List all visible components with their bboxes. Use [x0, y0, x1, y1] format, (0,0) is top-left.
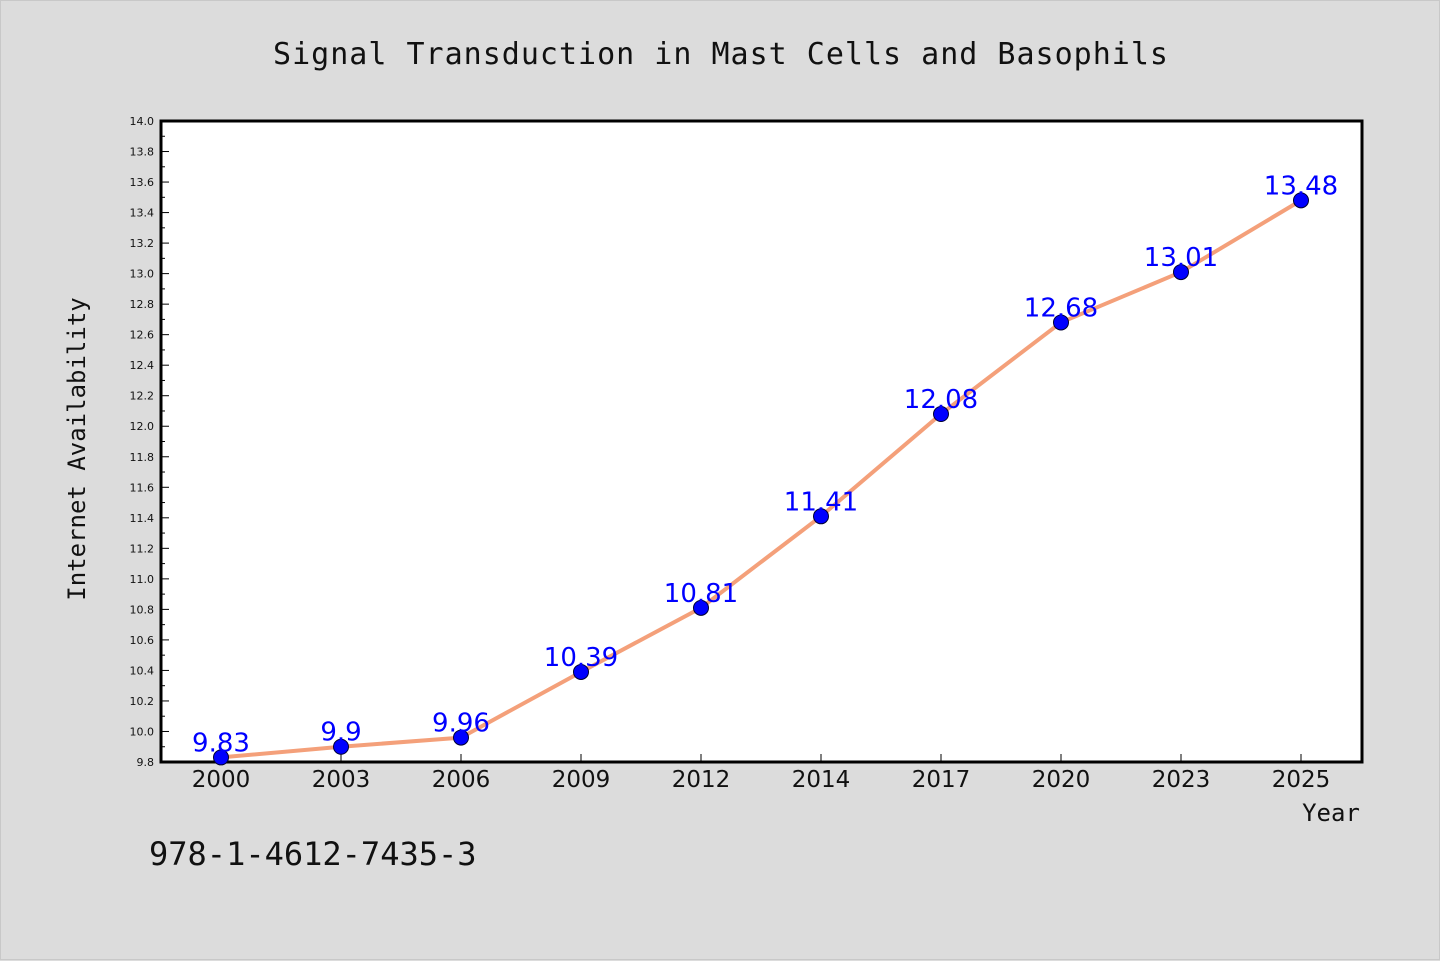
y-tick-label: 12.4	[130, 359, 155, 372]
y-tick-label: 10.0	[130, 725, 155, 738]
data-point	[693, 599, 709, 616]
y-tick-label: 13.4	[130, 207, 155, 220]
y-tick-label: 11.4	[130, 512, 155, 525]
data-label: 10.81	[664, 579, 738, 609]
data-point	[1053, 314, 1069, 331]
data-label: 12.68	[1024, 293, 1098, 323]
y-tick-label: 13.8	[130, 146, 155, 159]
x-axis: 2000 2003 2006 2009 2012 2014 2017 2020 2023 2025	[192, 754, 1331, 793]
data-label: 13.01	[1144, 243, 1218, 273]
y-tick-label: 11.2	[130, 542, 155, 555]
y-tick-label: 10.2	[130, 695, 155, 708]
data-point	[453, 729, 469, 746]
footnote-isbn: 978-1-4612-7435-3	[149, 835, 477, 873]
data-point	[813, 508, 829, 525]
x-axis-label: Year	[1302, 799, 1360, 827]
x-tick-label: 2009	[552, 767, 611, 793]
data-label: 9.96	[432, 709, 490, 739]
series-line	[220, 198, 1303, 760]
data-point	[333, 738, 349, 755]
data-label: 10.39	[544, 643, 618, 673]
y-tick-label: 13.6	[130, 176, 155, 189]
y-tick-label: 10.6	[130, 634, 155, 647]
y-axis-label: Internet Availability	[63, 297, 91, 600]
x-tick-label: 2025	[1272, 767, 1331, 793]
data-label: 9.9	[320, 718, 361, 748]
y-tick-label: 12.6	[130, 329, 155, 342]
data-point	[1173, 264, 1189, 281]
y-tick-label: 12.8	[130, 298, 155, 311]
y-tick-label: 14.0	[130, 115, 155, 128]
y-tick-label: 13.2	[130, 237, 155, 250]
x-tick-label: 2020	[1032, 767, 1091, 793]
y-tick-label: 12.2	[130, 390, 155, 403]
x-tick-label: 2017	[912, 767, 971, 793]
chart-title: Signal Transduction in Mast Cells and Ba…	[273, 37, 1169, 72]
data-point	[933, 406, 949, 423]
x-tick-label: 2023	[1152, 767, 1211, 793]
x-tick-label: 2006	[432, 767, 491, 793]
data-label: 9.83	[192, 728, 250, 758]
data-labels: 9.83 9.9 9.96 10.39 10.81 11.41 12.08 12.68 13.0…	[192, 171, 1338, 758]
y-tick-label: 13.0	[130, 268, 155, 281]
x-tick-label: 2014	[792, 767, 851, 793]
data-label: 13.48	[1264, 171, 1338, 201]
series-group	[213, 192, 1309, 766]
y-axis: 9.8 10.0 10.2 10.4 10.6 10.8 11.0 11.2 11.4 11.6 1…	[130, 115, 169, 769]
data-label: 11.41	[784, 487, 858, 517]
data-point	[1293, 192, 1309, 209]
plot-area	[159, 119, 1364, 764]
data-label: 12.08	[904, 385, 978, 415]
y-tick-label: 11.6	[130, 481, 155, 494]
y-tick-label: 9.8	[137, 756, 155, 769]
x-tick-label: 2003	[312, 767, 371, 793]
y-tick-label: 11.0	[130, 573, 155, 586]
y-tick-label: 10.4	[130, 664, 155, 677]
x-tick-label: 2000	[192, 767, 251, 793]
y-tick-label: 11.8	[130, 451, 155, 464]
y-tick-label: 10.8	[130, 603, 155, 616]
data-point	[213, 749, 229, 766]
y-tick-label: 12.0	[130, 420, 155, 433]
x-tick-label: 2012	[672, 767, 731, 793]
data-point	[573, 663, 589, 680]
